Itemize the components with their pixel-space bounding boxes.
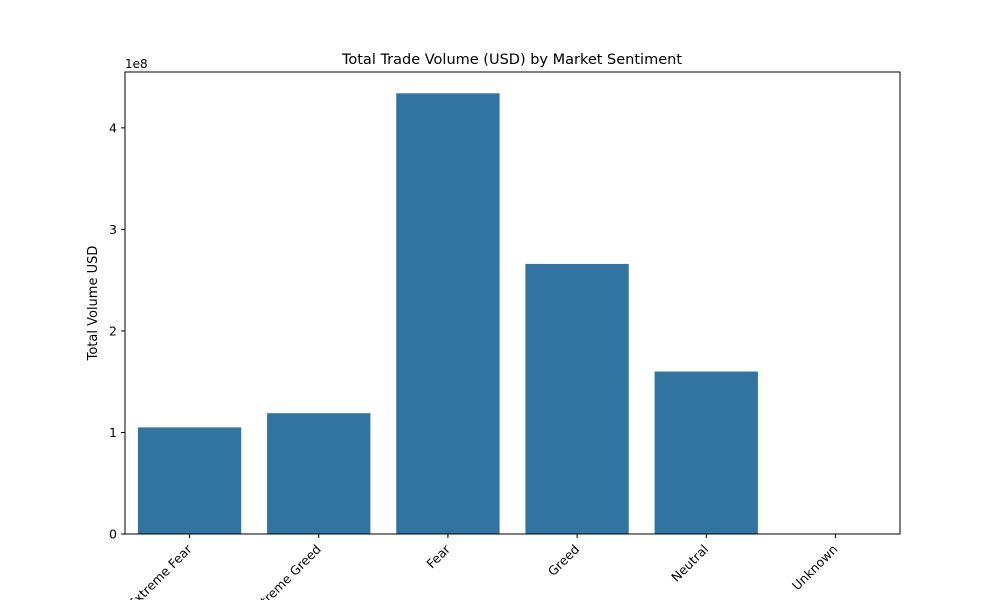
y-tick-label: 1 [109, 425, 117, 440]
bar-fear [396, 93, 500, 534]
bar-extreme-greed [267, 413, 371, 534]
bar-extreme-fear [137, 427, 242, 534]
y-axis-offset-label: 1e8 [125, 57, 148, 71]
bar-greed [525, 263, 629, 534]
chart-title: Total Trade Volume (USD) by Market Senti… [341, 52, 682, 68]
plot-frame [124, 71, 901, 535]
y-ticks-group: 0 1 2 3 4 [109, 120, 125, 542]
bars-group [137, 93, 758, 534]
y-axis-label: Total Volume USD [86, 246, 101, 362]
y-tick-label: 0 [109, 527, 117, 542]
y-tick-label: 3 [109, 222, 117, 237]
bar-neutral [654, 371, 758, 534]
y-tick-label: 4 [109, 120, 117, 135]
y-tick-label: 2 [109, 323, 117, 338]
